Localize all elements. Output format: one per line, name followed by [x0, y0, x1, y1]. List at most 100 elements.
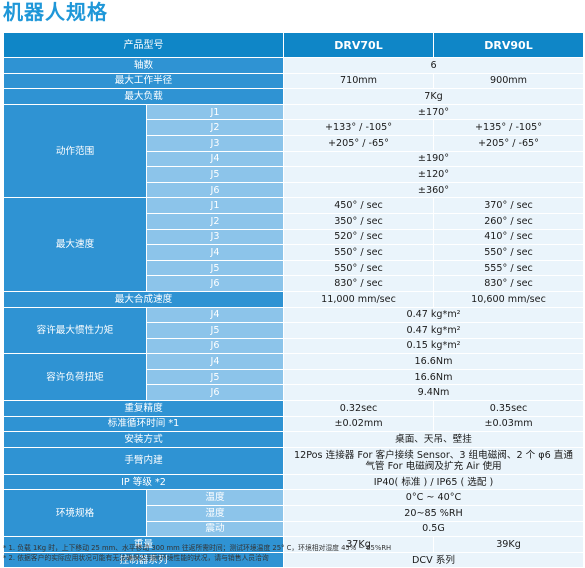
- joint-label: J5: [146, 259, 284, 277]
- range-value: ±120°: [283, 166, 584, 183]
- row-label: 手臂内建: [3, 446, 284, 475]
- row-label: 控制器系列: [3, 551, 284, 568]
- table-row: J2 350° / sec 260° / sec: [4, 212, 584, 230]
- footnotes: * 1. 负载 1Kg 时，上下移动 25 mm、水平移动 300 mm 往返所…: [3, 543, 583, 563]
- joint-label: J4: [146, 150, 284, 168]
- group-label: 最大速度: [3, 197, 147, 292]
- range-value-drv90l: +135° / -105°: [433, 119, 584, 136]
- cycle-time-drv70l: ±0.02mm: [283, 415, 434, 433]
- installation-value: 桌面、天吊、壁挂: [283, 431, 584, 448]
- table-row: J5 550° / sec 555° / sec: [4, 259, 584, 277]
- table-row: 轴数 6: [3, 57, 584, 74]
- joint-label: J5: [146, 368, 284, 386]
- table-row: 环境规格 温度 0°C ~ 40°C: [3, 489, 584, 538]
- reach-value-drv70l: 710mm: [283, 72, 434, 90]
- table-row: J5 16.6Nm: [4, 368, 584, 386]
- joint-label: J6: [146, 384, 284, 402]
- group-label: 容许最大惯性力矩: [3, 306, 147, 355]
- page-title: 机器人规格: [3, 0, 108, 24]
- payload-value: 7Kg: [283, 88, 584, 105]
- joint-label: J4: [146, 353, 284, 370]
- joint-label: J5: [146, 166, 284, 183]
- table-row: 控制器系列 DCV 系列: [3, 551, 584, 568]
- env-value: 0°C ~ 40°C: [283, 489, 584, 507]
- joint-label: J3: [146, 228, 284, 246]
- table-row: 手臂内建 12Pos 连接器 For 客户接续 Sensor、3 组电磁阀、2 …: [3, 446, 584, 475]
- table-row: 容许负荷扭矩 J4 16.6Nm: [3, 353, 584, 402]
- torque-value: 16.6Nm: [283, 353, 584, 370]
- speed-value-drv70l: 350° / sec: [283, 212, 434, 230]
- range-value-drv90l: +205° / -65°: [433, 134, 584, 152]
- wiring-value: 12Pos 连接器 For 客户接续 Sensor、3 组电磁阀、2 个 φ6 …: [283, 446, 584, 475]
- table-row: 重复精度 0.32sec 0.35sec: [3, 400, 584, 417]
- table-row: J4 ±190°: [4, 150, 584, 168]
- table-row: 容许最大惯性力矩 J4 0.47 kg*m²: [3, 306, 584, 355]
- model-label: 产品型号: [3, 32, 284, 58]
- speed-value-drv70l: 830° / sec: [283, 275, 434, 292]
- speed-value-drv90l: 830° / sec: [433, 275, 584, 292]
- table-row: J5 ±120°: [4, 166, 584, 183]
- joint-label: J6: [146, 181, 284, 199]
- speed-value-drv70l: 450° / sec: [283, 197, 434, 214]
- model-drv90l: DRV90L: [433, 32, 584, 58]
- table-row: IP 等级 *2 IP40( 标准 ) / IP65 ( 选配 ): [3, 473, 584, 491]
- footnote-1: * 1. 负载 1Kg 时，上下移动 25 mm、水平移动 300 mm 往返所…: [3, 544, 392, 552]
- group-label: 环境规格: [3, 489, 147, 538]
- table-row: 标准循环时间 *1 ±0.02mm ±0.03mm: [3, 415, 584, 433]
- speed-value-drv90l: 555° / sec: [433, 259, 584, 277]
- table-row: 最大合成速度 11,000 mm/sec 10,600 mm/sec: [3, 290, 584, 308]
- joint-label: J5: [146, 322, 284, 339]
- torque-value: 9.4Nm: [283, 384, 584, 402]
- env-item-label: 震动: [146, 520, 284, 538]
- controller-value: DCV 系列: [283, 551, 584, 568]
- joint-label: J1: [146, 197, 284, 214]
- table-row: 最大工作半径 710mm 900mm: [3, 72, 584, 90]
- range-value: ±170°: [283, 103, 584, 121]
- reach-value-drv90l: 900mm: [433, 72, 584, 90]
- table-row: 最大速度 J1 450° / sec 370° / sec: [3, 197, 584, 292]
- composite-speed-drv90l: 10,600 mm/sec: [433, 290, 584, 308]
- ip-rating-value: IP40( 标准 ) / IP65 ( 选配 ): [283, 473, 584, 491]
- speed-value-drv70l: 550° / sec: [283, 244, 434, 261]
- row-label: 最大负载: [3, 88, 284, 105]
- group-label: 动作范围: [3, 103, 147, 199]
- row-label: 最大工作半径: [3, 72, 284, 90]
- weight-drv90l: 39Kg: [433, 536, 584, 553]
- row-label: IP 等级 *2: [3, 473, 284, 491]
- table-row: J6 ±360°: [4, 181, 584, 199]
- row-label: 轴数: [3, 57, 284, 74]
- repeatability-drv70l: 0.32sec: [283, 400, 434, 417]
- range-value-drv70l: +205° / -65°: [283, 134, 434, 152]
- row-label: 重复精度: [3, 400, 284, 417]
- torque-value: 16.6Nm: [283, 368, 584, 386]
- joint-label: J6: [146, 275, 284, 292]
- range-value: ±360°: [283, 181, 584, 199]
- inertia-value: 0.15 kg*m²: [283, 337, 584, 355]
- repeatability-drv90l: 0.35sec: [433, 400, 584, 417]
- joint-label: J2: [146, 119, 284, 136]
- table-row: 动作范围 J1 ±170°: [3, 103, 584, 199]
- env-value: 20~85 %RH: [283, 505, 584, 522]
- axes-value: 6: [283, 57, 584, 74]
- speed-value-drv90l: 550° / sec: [433, 244, 584, 261]
- speed-value-drv90l: 410° / sec: [433, 228, 584, 246]
- range-value-drv70l: +133° / -105°: [283, 119, 434, 136]
- model-drv70l: DRV70L: [283, 32, 434, 58]
- header-row: 产品型号 DRV70L DRV90L: [3, 32, 584, 58]
- joint-label: J1: [146, 103, 284, 121]
- row-label: 标准循环时间 *1: [3, 415, 284, 433]
- speed-value-drv70l: 550° / sec: [283, 259, 434, 277]
- speed-value-drv90l: 260° / sec: [433, 212, 584, 230]
- joint-label: J3: [146, 134, 284, 152]
- joint-label: J4: [146, 244, 284, 261]
- row-label: 最大合成速度: [3, 290, 284, 308]
- footnote-2: * 2. 依据客户的实际应用状况可能有无法确保达到耐环境性能的状况，请与销售人员…: [3, 554, 269, 562]
- joint-label: J6: [146, 337, 284, 355]
- group-label: 容许负荷扭矩: [3, 353, 147, 402]
- composite-speed-drv70l: 11,000 mm/sec: [283, 290, 434, 308]
- table-row: 安装方式 桌面、天吊、壁挂: [3, 431, 584, 448]
- spec-table: 产品型号 DRV70L DRV90L 轴数 6 最大工作半径 710mm 900…: [3, 32, 584, 568]
- env-value: 0.5G: [283, 520, 584, 538]
- inertia-value: 0.47 kg*m²: [283, 322, 584, 339]
- joint-label: J4: [146, 306, 284, 324]
